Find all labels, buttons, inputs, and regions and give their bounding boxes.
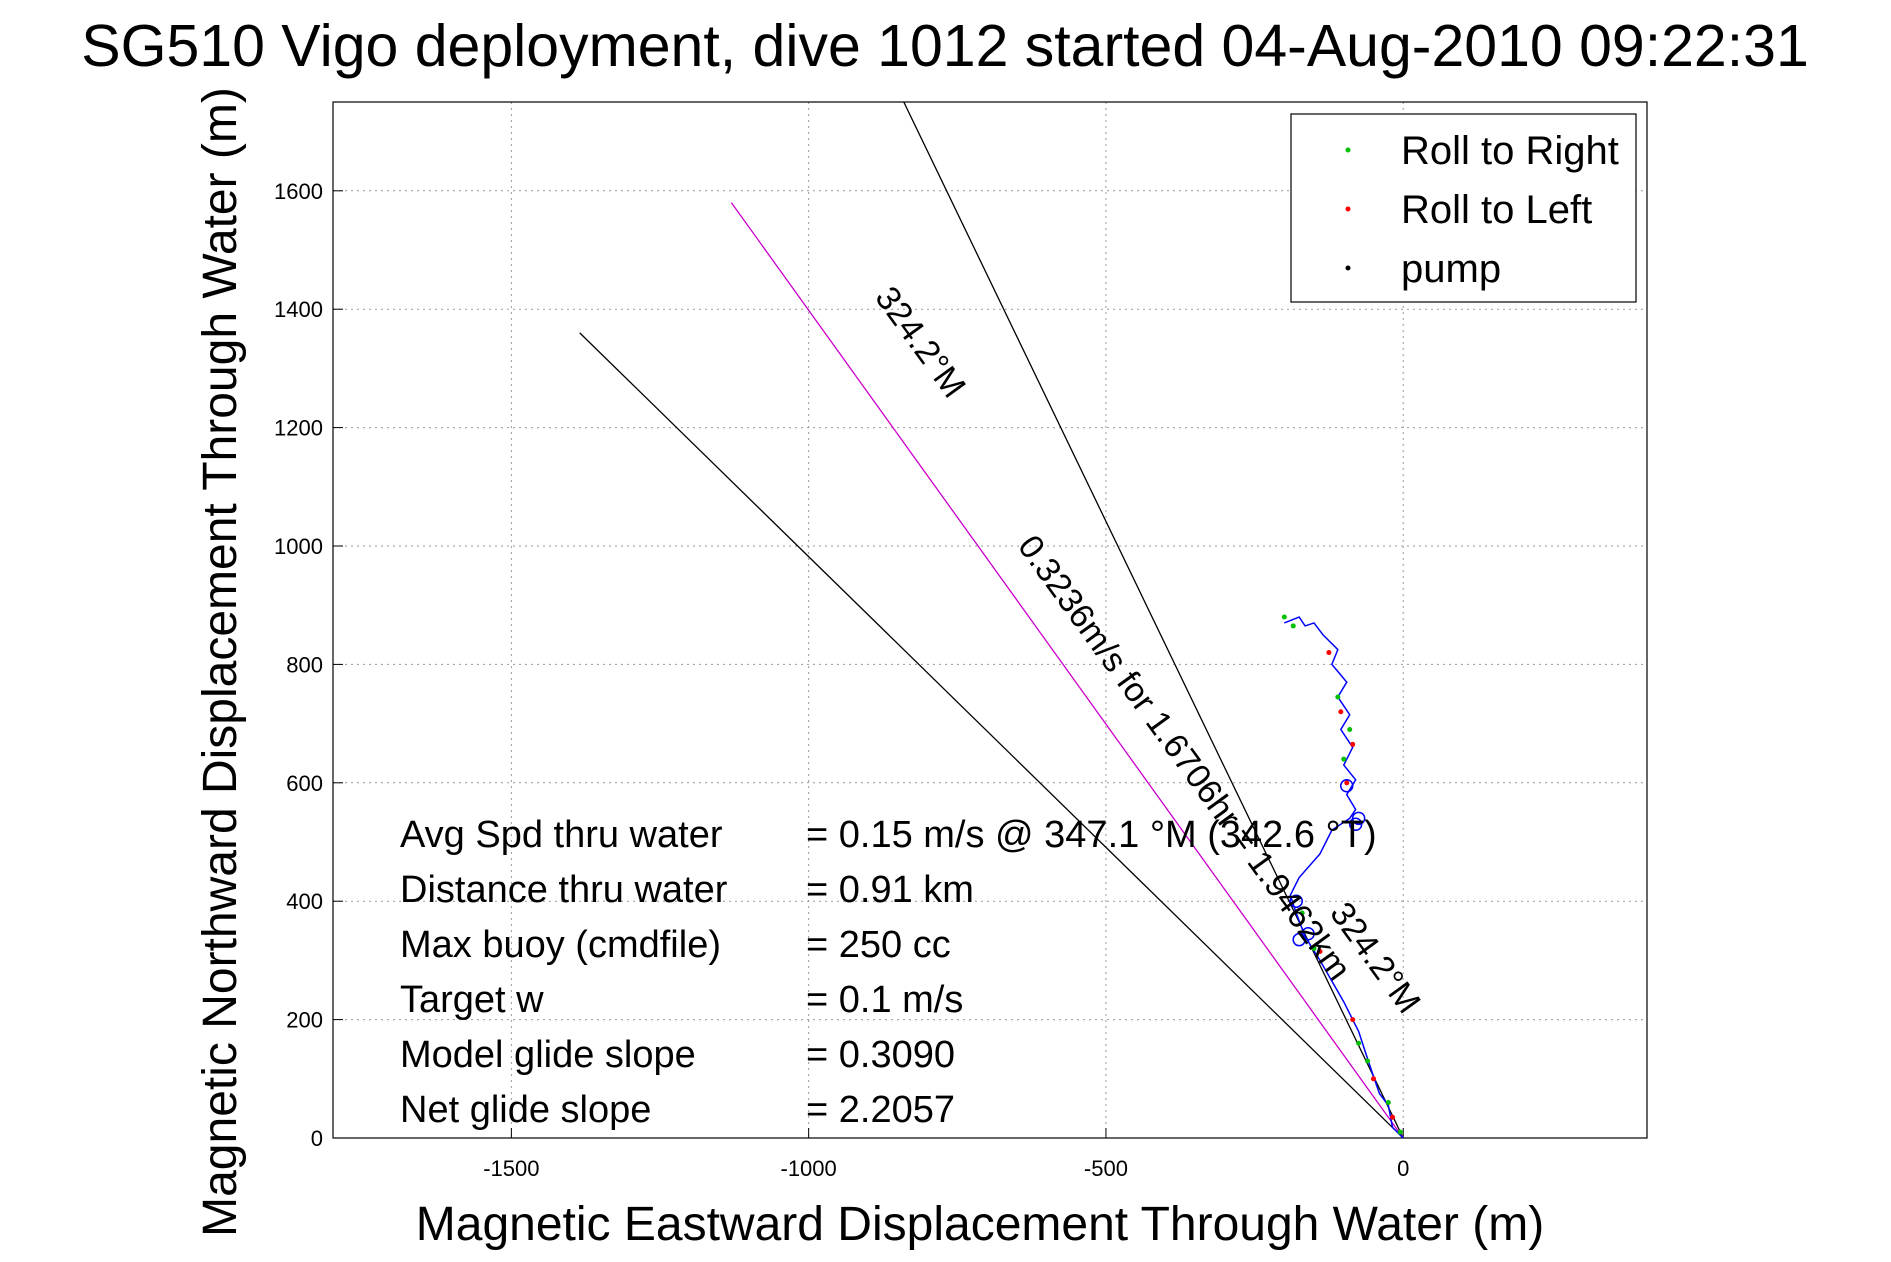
roll-right-point <box>1347 727 1353 733</box>
stats-value: = 0.15 m/s @ 347.1 °M (342.6 °T) <box>806 814 1377 856</box>
roll-left-point <box>1350 741 1356 747</box>
roll-right-point <box>1385 1099 1391 1105</box>
stats-label: Net glide slope <box>400 1089 651 1131</box>
roll-left-point <box>1344 780 1350 786</box>
x-tick-label: 0 <box>1397 1156 1409 1181</box>
legend-marker <box>1345 206 1351 212</box>
y-tick-label: 200 <box>286 1008 323 1033</box>
y-tick-label: 600 <box>286 771 323 796</box>
stats-value: = 0.3090 <box>806 1034 955 1076</box>
stats-label: Max buoy (cmdfile) <box>400 924 721 966</box>
legend-label: Roll to Right <box>1401 129 1619 173</box>
track-line <box>1284 616 1404 1139</box>
y-tick-label: 400 <box>286 889 323 914</box>
roll-right-point <box>1290 623 1296 629</box>
track-marker <box>1289 894 1303 908</box>
roll-right-point <box>1311 946 1317 952</box>
stats-label: Target w <box>400 979 544 1021</box>
roll-left-point <box>1326 650 1332 656</box>
x-tick-label: -1500 <box>483 1156 539 1181</box>
track-marker <box>1292 932 1306 947</box>
roll-left-point <box>1370 1076 1376 1082</box>
track-marker <box>1339 779 1354 793</box>
x-tick-label: -1000 <box>781 1156 837 1181</box>
y-tick-label: 1400 <box>274 297 323 322</box>
track-marker <box>1351 811 1366 826</box>
stats-value: = 2.2057 <box>806 1089 955 1131</box>
y-tick-label: 1600 <box>274 179 323 204</box>
roll-right-point <box>1281 614 1287 620</box>
legend-label: Roll to Left <box>1401 188 1592 232</box>
plot-frame <box>332 101 1648 1139</box>
roll-left-point <box>1390 1114 1396 1120</box>
roll-right-point <box>1341 756 1347 762</box>
roll-left-point <box>1317 949 1323 955</box>
reference-line <box>903 101 1404 1139</box>
legend-marker <box>1345 265 1351 271</box>
stats-value: = 0.1 m/s <box>806 979 963 1021</box>
y-tick-label: 800 <box>286 652 323 677</box>
y-tick-label: 0 <box>311 1126 323 1151</box>
y-tick-label: 1000 <box>274 534 323 559</box>
stats-label: Avg Spd thru water <box>400 814 723 856</box>
reference-line <box>730 202 1404 1139</box>
roll-left-point <box>1338 709 1344 715</box>
x-axis-label: Magnetic Eastward Displacement Through W… <box>416 1198 1544 1251</box>
roll-right-point <box>1397 1129 1403 1135</box>
stats-label: Distance thru water <box>400 869 728 911</box>
chart-title: SG510 Vigo deployment, dive 1012 started… <box>81 13 1809 79</box>
y-axis-label: Magnetic Northward Displacement Through … <box>194 87 247 1237</box>
stats-label: Model glide slope <box>400 1034 696 1076</box>
stats-value: = 0.91 km <box>806 869 974 911</box>
reference-line <box>579 332 1404 1139</box>
roll-right-point <box>1335 694 1341 700</box>
stats-value: = 250 cc <box>806 924 951 966</box>
y-tick-label: 1200 <box>274 416 323 441</box>
roll-right-point <box>1299 910 1305 916</box>
legend-marker <box>1345 147 1351 153</box>
x-tick-label: -500 <box>1084 1156 1128 1181</box>
roll-left-point <box>1350 1017 1356 1023</box>
roll-right-point <box>1356 1040 1362 1046</box>
legend-label: pump <box>1401 247 1501 291</box>
roll-right-point <box>1365 1058 1371 1064</box>
